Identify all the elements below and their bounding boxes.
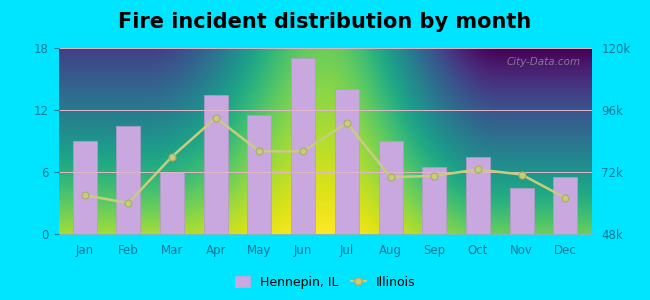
Bar <box>422 167 447 234</box>
Bar <box>291 58 315 234</box>
Bar <box>160 172 184 234</box>
Bar <box>248 115 272 234</box>
Text: City-Data.com: City-Data.com <box>507 57 581 67</box>
Bar <box>116 125 140 234</box>
Text: Fire incident distribution by month: Fire incident distribution by month <box>118 12 532 32</box>
Bar <box>378 141 402 234</box>
Legend: Hennepin, IL, Illinois: Hennepin, IL, Illinois <box>229 271 421 294</box>
Bar <box>73 141 97 234</box>
Bar <box>466 157 490 234</box>
Bar <box>203 94 227 234</box>
Bar <box>335 89 359 234</box>
Bar <box>553 177 577 234</box>
Bar <box>510 188 534 234</box>
